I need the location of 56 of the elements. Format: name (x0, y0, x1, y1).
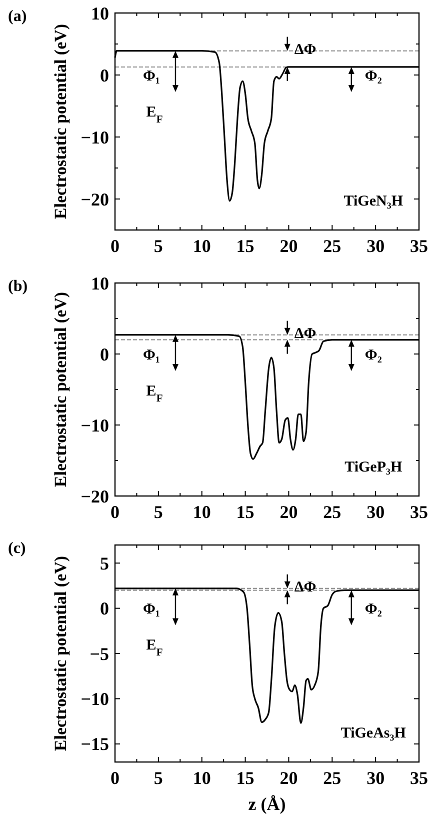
y-tick-label: −20 (80, 486, 109, 506)
annotation: TiGeN₃H (344, 193, 404, 210)
x-tick-label: 25 (323, 236, 342, 256)
chart-title: (c) (8, 540, 26, 557)
x-tick-label: 20 (280, 502, 298, 522)
y-tick-label: 0 (100, 598, 109, 619)
annotation: E$_{F}$ (146, 104, 163, 125)
annotation: ΔΦ (294, 42, 316, 58)
y-tick-label: −20 (80, 189, 109, 210)
annotation: E$_{F}$ (146, 383, 163, 404)
y-tick-label: −10 (80, 689, 109, 710)
y-axis-title: Electrostatic potential (eV) (51, 556, 70, 752)
x-tick-label: 5 (154, 236, 163, 256)
x-tick-label: 35 (410, 236, 428, 256)
y-tick-label: 10 (91, 273, 109, 294)
y-axis-title: Electrostatic potential (eV) (51, 292, 70, 488)
y-tick-label: 5 (100, 553, 109, 574)
annotation: TiGeP₃H (344, 459, 403, 476)
annotation: ΔΦ (294, 580, 316, 596)
annotation: Φ₁ (143, 602, 160, 618)
x-tick-label: 35 (410, 502, 428, 522)
x-tick-label: 15 (236, 502, 254, 522)
x-tick-label: 15 (236, 768, 254, 788)
x-tick-label: 30 (366, 236, 385, 256)
y-tick-label: −15 (80, 734, 109, 754)
x-tick-label: 10 (192, 236, 211, 256)
x-tick-label: 10 (192, 768, 211, 788)
x-tick-label: 5 (154, 768, 163, 788)
y-tick-label: −10 (80, 415, 109, 436)
annotation: Φ₂ (364, 68, 382, 84)
x-tick-label: 5 (154, 502, 163, 522)
x-tick-label: 25 (323, 502, 342, 522)
x-tick-label: 30 (366, 502, 385, 522)
x-tick-label: 30 (366, 768, 385, 788)
chart-title: (a) (8, 8, 27, 25)
x-tick-label: 20 (280, 236, 298, 256)
annotation: Φ₁ (143, 347, 160, 364)
x-axis-title: z (Å) (248, 794, 286, 814)
y-tick-label: −10 (80, 127, 109, 148)
annotation: ΔΦ (294, 326, 316, 342)
annotation: Φ₁ (143, 68, 160, 84)
x-tick-label: 10 (192, 502, 211, 522)
y-tick-label: 10 (91, 3, 109, 24)
y-tick-label: 0 (100, 344, 109, 364)
y-tick-label: −5 (90, 644, 109, 664)
x-tick-label: 25 (323, 768, 342, 788)
y-axis-title: Electrostatic potential (eV) (51, 24, 70, 220)
chart-title: (b) (8, 278, 28, 295)
annotation: Φ₂ (364, 347, 382, 364)
x-tick-label: 35 (410, 768, 428, 788)
annotation: Φ₂ (364, 602, 382, 618)
y-tick-label: 0 (100, 65, 109, 86)
x-tick-label: 15 (236, 236, 254, 256)
x-tick-label: 20 (280, 768, 298, 788)
annotation: TiGeAs₃H (340, 725, 406, 742)
annotation: E$_{F}$ (146, 638, 163, 658)
